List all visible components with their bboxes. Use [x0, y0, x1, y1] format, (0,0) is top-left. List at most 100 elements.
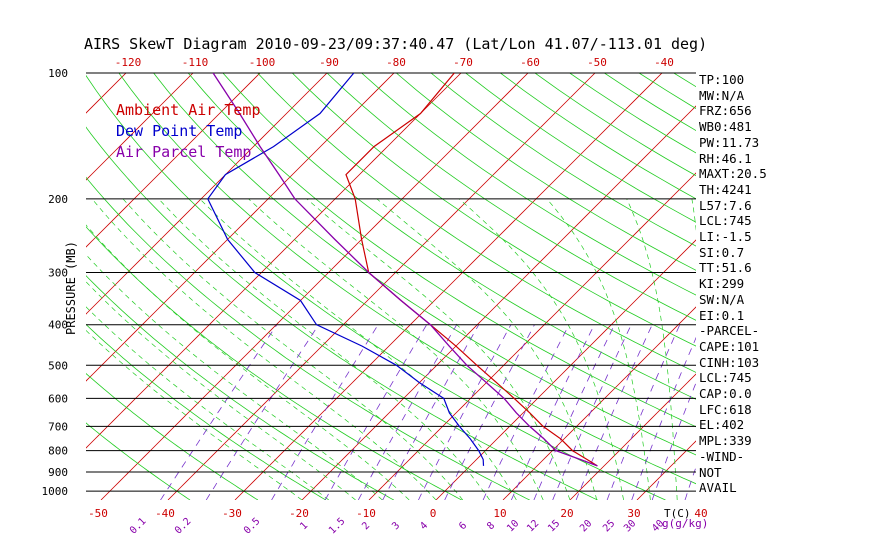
isotherm-line — [86, 73, 127, 114]
dry-adiabat-line — [257, 73, 696, 373]
dry-adiabat-line — [361, 73, 696, 296]
x-tick-top: -90 — [319, 56, 339, 69]
moist-adiabat-line — [546, 198, 651, 500]
legend-dewpoint: Dew Point Temp — [116, 122, 243, 140]
series-line-1 — [207, 73, 485, 466]
series-line-0 — [345, 73, 598, 467]
y-axis-label: PRESSURE (MB) — [64, 241, 78, 335]
mixing-ratio-label: 10 — [505, 518, 521, 534]
x-tick-top: -40 — [654, 56, 674, 69]
mixing-ratio-line — [631, 336, 696, 500]
legend-parcel: Air Parcel Temp — [116, 143, 252, 161]
dry-adiabat-line — [153, 73, 696, 456]
stat-item: CINH:103 — [699, 354, 760, 370]
isotherm-line — [0, 73, 59, 500]
isobars — [86, 72, 696, 492]
moist-adiabat-line — [306, 198, 571, 500]
x-tick-bottom: -10 — [356, 507, 376, 520]
x-tick-top: -60 — [520, 56, 540, 69]
y-tick-label: 600 — [48, 392, 68, 405]
isotherm-line — [86, 73, 328, 315]
dry-adiabat-line — [326, 73, 696, 321]
stat-item: KI:299 — [699, 276, 745, 292]
x-tick-bottom: -40 — [155, 507, 175, 520]
dry-adiabat-line — [86, 373, 259, 500]
moist-adiabat-line — [376, 198, 598, 500]
x-tick-bottom: 0 — [430, 507, 437, 520]
mixing-ratio-label: 25 — [601, 518, 617, 534]
mixing-ratio-line — [444, 324, 535, 500]
x-tick-top: -50 — [587, 56, 607, 69]
mixing-ratio-line — [271, 324, 379, 500]
chart-title: AIRS SkewT Diagram 2010-09-23/09:37:40.4… — [84, 35, 708, 53]
stat-item: PW:11.73 — [699, 134, 760, 150]
isotherm-line — [502, 306, 696, 500]
x-tick-top: -110 — [182, 56, 209, 69]
mixing-ratio-line — [651, 381, 696, 500]
mixing-ratio-line — [418, 324, 512, 500]
mixing-ratio-label: 15 — [546, 518, 562, 534]
mixing-ratio-line — [510, 324, 595, 500]
stat-item: SW:N/A — [699, 291, 745, 307]
mixing-ratio-line — [382, 324, 480, 500]
mixing-ratio-line — [552, 324, 632, 500]
stat-item: MAXT:20.5 — [699, 166, 767, 182]
dry-adiabat-line — [86, 275, 394, 500]
stat-item: LFC:618 — [699, 401, 752, 417]
x-tick-bottom: 40 — [694, 507, 707, 520]
dry-adiabat-line — [292, 73, 696, 347]
dry-adiabat-line — [430, 73, 696, 247]
stat-item: RH:46.1 — [699, 150, 752, 166]
mixing-ratio-label: 2 — [360, 520, 372, 532]
moist-adiabat-line — [91, 198, 437, 500]
moist-adiabat-line — [86, 329, 303, 500]
chart-legend: Ambient Air Temp Dew Point Temp Air Parc… — [116, 100, 261, 163]
isotherm-line — [234, 73, 663, 500]
moist-adiabat-line — [458, 198, 624, 500]
x-tick-bottom: -20 — [289, 507, 309, 520]
moist-adiabat-line — [626, 198, 678, 500]
dry-adiabat-line — [187, 73, 696, 428]
x-tick-top: -120 — [115, 56, 142, 69]
mixing-ratio-line — [606, 324, 681, 500]
mixing-ratio-label: 0.2 — [173, 516, 194, 537]
x-tick-bottom: 10 — [493, 507, 506, 520]
dry-adiabat-line — [465, 73, 696, 223]
mixing-ratio-label: 1 — [298, 520, 310, 532]
mixing-ratio-line — [533, 324, 615, 500]
x-axis-label: T(C) — [664, 507, 691, 520]
moist-adiabat-line — [122, 198, 464, 500]
stat-item: TT:51.6 — [699, 260, 752, 276]
moist-adiabat-line — [199, 198, 517, 500]
moist-adiabat-line — [86, 281, 356, 500]
mixing-ratio-label: 20 — [578, 518, 594, 534]
dry-adiabat-line — [86, 422, 191, 500]
mixing-ratio-line — [324, 324, 428, 500]
stat-item: TH:4241 — [699, 181, 752, 197]
stat-item: -WIND- — [699, 448, 745, 464]
mixing-ratio-label: 0.5 — [242, 516, 263, 537]
y-tick-label: 900 — [48, 466, 68, 479]
isotherm-line — [301, 105, 696, 500]
stat-item: LCL:745 — [699, 213, 752, 229]
isotherm-line — [86, 73, 462, 449]
stat-item: LI:-1.5 — [699, 229, 752, 245]
isotherm-line — [100, 73, 529, 500]
mixing-ratio-line — [205, 324, 320, 500]
moist-adiabat-line — [86, 224, 410, 500]
y-tick-label: 500 — [48, 359, 68, 372]
isotherm-line — [771, 73, 870, 500]
mixing-ratio-line — [357, 324, 458, 500]
stat-item: TP:100 — [699, 72, 745, 87]
moist-adiabat-line — [86, 254, 383, 500]
dry-adiabat-line — [86, 323, 327, 500]
isotherm-line — [435, 239, 696, 500]
stat-item: -PARCEL- — [699, 323, 760, 339]
y-tick-label: 800 — [48, 445, 68, 458]
isotherm-line — [368, 172, 696, 500]
stat-item: CAP:0.0 — [699, 386, 752, 402]
mixing-ratio-unit: g(g/kg) — [662, 517, 708, 530]
series-line-2 — [212, 73, 598, 467]
